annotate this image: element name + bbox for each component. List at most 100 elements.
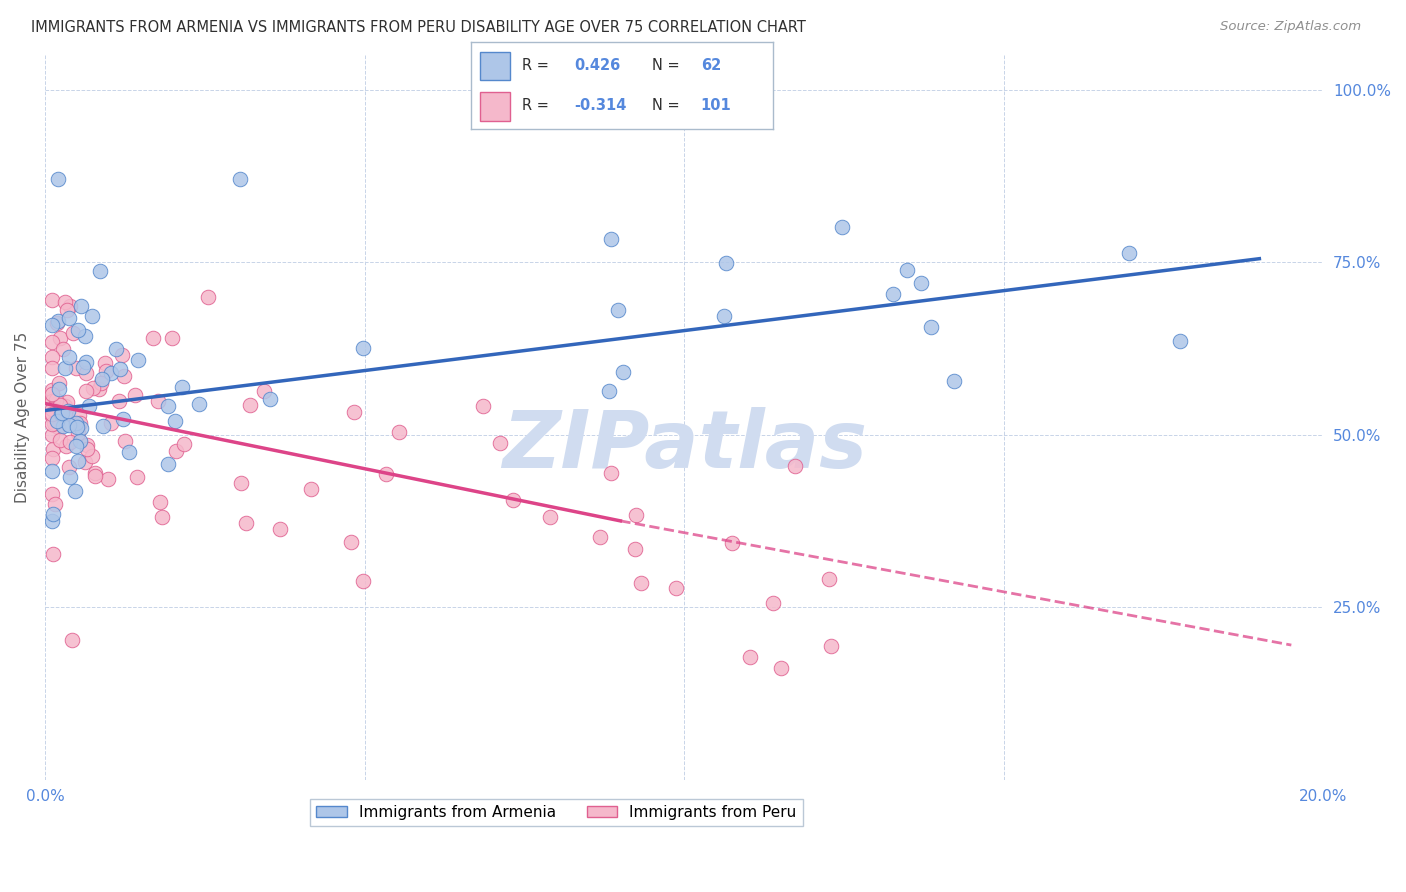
Point [63, 483, 86, 498]
Point [100, 366, 122, 380]
Point [94, 356, 117, 370]
Point [197, 289, 219, 303]
Point [127, 352, 149, 367]
Point [65, 416, 87, 430]
Point [943, 375, 966, 389]
Point [156, 400, 179, 414]
Point [56, 404, 79, 418]
Point [69, 299, 91, 313]
Text: N =: N = [652, 98, 681, 112]
Point [59, 299, 82, 313]
Point [96, 364, 118, 378]
Point [117, 445, 139, 459]
Point [600, 466, 623, 480]
Point [721, 536, 744, 550]
Point [352, 574, 374, 589]
Point [589, 530, 612, 544]
Point [41, 442, 63, 456]
Point [740, 650, 762, 665]
Point [146, 393, 169, 408]
Point [97, 472, 120, 486]
Point [42, 547, 65, 561]
Point [53, 361, 76, 376]
Point [173, 437, 195, 451]
Point [388, 425, 411, 439]
Text: IMMIGRANTS FROM ARMENIA VS IMMIGRANTS FROM PERU DISABILITY AGE OVER 75 CORRELATI: IMMIGRANTS FROM ARMENIA VS IMMIGRANTS FR… [31, 20, 806, 35]
Point [53, 408, 76, 422]
Point [58, 418, 80, 433]
Point [239, 398, 262, 412]
Point [235, 516, 257, 530]
Point [340, 535, 363, 549]
Point [762, 596, 785, 610]
Point [58, 350, 80, 364]
Point [713, 310, 735, 324]
Text: Source: ZipAtlas.com: Source: ZipAtlas.com [1220, 20, 1361, 33]
Point [352, 341, 374, 355]
Point [75, 455, 97, 469]
Point [820, 639, 842, 653]
Point [46, 172, 69, 186]
Point [817, 572, 839, 586]
Point [41, 428, 63, 442]
Point [187, 397, 209, 411]
Point [49, 331, 72, 345]
Point [87, 383, 110, 397]
Point [58, 310, 80, 325]
Point [149, 494, 172, 508]
Point [53, 294, 76, 309]
Point [598, 384, 620, 398]
Point [69, 434, 91, 448]
Point [374, 467, 396, 481]
Point [55, 395, 77, 409]
Point [53, 400, 76, 414]
Point [142, 331, 165, 345]
Point [41, 361, 63, 376]
Text: 0.426: 0.426 [574, 59, 620, 73]
Point [93, 418, 115, 433]
Point [41, 507, 63, 521]
Point [160, 331, 183, 345]
Point [46, 413, 69, 427]
Point [124, 387, 146, 401]
Point [253, 384, 276, 398]
Point [612, 365, 634, 379]
Point [59, 470, 82, 484]
Point [75, 366, 97, 380]
Text: ZIPatlas: ZIPatlas [502, 408, 866, 485]
FancyBboxPatch shape [479, 52, 510, 80]
Point [52, 343, 75, 357]
Point [624, 508, 647, 523]
Point [90, 372, 112, 386]
Point [66, 453, 89, 467]
Point [1118, 246, 1140, 260]
Point [41, 407, 63, 421]
Point [51, 401, 73, 415]
Text: -0.314: -0.314 [574, 98, 626, 112]
Point [66, 419, 89, 434]
Point [105, 342, 128, 356]
Legend: Immigrants from Armenia, Immigrants from Peru: Immigrants from Armenia, Immigrants from… [311, 799, 803, 826]
Point [111, 348, 134, 362]
Point [714, 256, 737, 270]
Y-axis label: Disability Age Over 75: Disability Age Over 75 [15, 332, 30, 503]
Point [1170, 334, 1192, 348]
Point [82, 310, 104, 324]
Point [41, 409, 63, 424]
Point [100, 416, 122, 430]
Point [77, 399, 100, 413]
Point [769, 661, 792, 675]
Point [41, 515, 63, 529]
Point [51, 407, 73, 421]
Point [41, 384, 63, 398]
Point [46, 316, 69, 330]
Point [471, 399, 494, 413]
Text: R =: R = [523, 98, 550, 112]
Point [172, 380, 194, 394]
Point [41, 487, 63, 501]
Point [163, 414, 186, 428]
Point [112, 369, 135, 384]
Point [150, 510, 173, 524]
FancyBboxPatch shape [479, 92, 510, 120]
Point [56, 303, 79, 318]
